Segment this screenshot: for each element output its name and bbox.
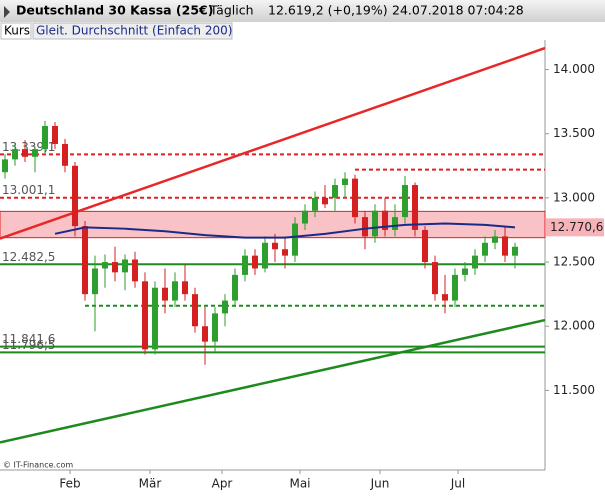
candle-body [322, 197, 328, 205]
legend-entry: Gleit. Durchschnitt (Einfach 200) [36, 24, 232, 38]
header-icon [4, 6, 10, 18]
candle-body [412, 185, 418, 230]
level-label: 11.841,6 [2, 332, 55, 346]
legend-box [32, 22, 233, 40]
candle-body [212, 313, 218, 342]
candle-body [232, 274, 238, 301]
legend-entry: Kurs [4, 24, 30, 38]
candle-body [202, 326, 208, 342]
moving-average [54, 222, 516, 239]
y-tick-label: 13.000 [553, 190, 595, 204]
candle-body [252, 255, 258, 269]
candle-body [122, 259, 128, 273]
x-tick-label: Feb [59, 477, 80, 491]
candle-body [162, 287, 168, 301]
candle-body [482, 242, 488, 256]
trendline [0, 46, 546, 240]
candle-body [2, 159, 8, 173]
y-tick-label: 11.500 [553, 383, 595, 397]
candle-body [82, 226, 88, 295]
candle-body [502, 236, 508, 256]
candle-body [402, 185, 408, 218]
legend-box [0, 22, 32, 40]
price-label: 12.770,6 [550, 220, 603, 234]
x-tick-label: Jul [450, 477, 465, 491]
candle-body [302, 210, 308, 224]
candle-body [32, 149, 38, 157]
header-bar [0, 0, 605, 22]
candle-body [72, 165, 78, 227]
x-tick-label: Mai [289, 477, 310, 491]
instrument: Deutschland 30 Kassa (25€) [16, 3, 213, 18]
x-tick-label: Apr [212, 477, 233, 491]
candle-body [42, 126, 48, 150]
candle-body [262, 242, 268, 269]
candle-body [492, 236, 498, 243]
footer: © IT-Finance.com [3, 461, 73, 470]
candle-body [182, 281, 188, 295]
y-tick-label: 14.000 [553, 62, 595, 76]
candle-body [472, 255, 478, 269]
candle-body [192, 294, 198, 327]
candle-body [432, 262, 438, 295]
candle-body [102, 262, 108, 269]
candle-body [372, 210, 378, 237]
candle-body [352, 178, 358, 218]
price-label-box [546, 218, 604, 237]
candle-body [422, 229, 428, 263]
candle-body [272, 242, 278, 250]
candle-body [442, 294, 448, 301]
candle-body [132, 259, 138, 282]
candle-body [152, 287, 158, 350]
candle-body [222, 300, 228, 314]
quote: 12.619,2 (+0,19%) [268, 3, 388, 18]
interval: Täglich [209, 3, 254, 18]
candle-body [112, 262, 118, 273]
y-tick-label: 13.500 [553, 126, 595, 140]
candle-body [382, 210, 388, 230]
candle-body [392, 217, 398, 230]
level-label: 12.482,5 [2, 250, 55, 264]
candle-body [362, 217, 368, 237]
candle-body [172, 281, 178, 301]
candle-body [62, 143, 68, 166]
candle-body [512, 246, 518, 256]
trendline [0, 318, 546, 444]
y-tick-label: 12.500 [553, 255, 595, 269]
timestamp: 24.07.2018 07:04:28 [392, 3, 524, 18]
candle-body [282, 249, 288, 256]
candle-body [342, 178, 348, 186]
y-tick-label: 12.000 [553, 319, 595, 333]
candle-body [142, 281, 148, 350]
candle-body [52, 126, 58, 144]
level-label: 11.796,5 [2, 338, 55, 352]
candle-body [452, 274, 458, 301]
candle-body [242, 255, 248, 275]
candle-body [22, 149, 28, 157]
candle-body [462, 268, 468, 275]
candle-body [92, 268, 98, 295]
x-tick-label: Jun [370, 477, 390, 491]
candle-body [312, 197, 318, 211]
candle-body [292, 223, 298, 256]
level-label: 13.001,1 [2, 183, 55, 197]
candle-body [12, 149, 18, 160]
x-tick-label: Mär [139, 477, 162, 491]
candle-body [332, 185, 338, 198]
